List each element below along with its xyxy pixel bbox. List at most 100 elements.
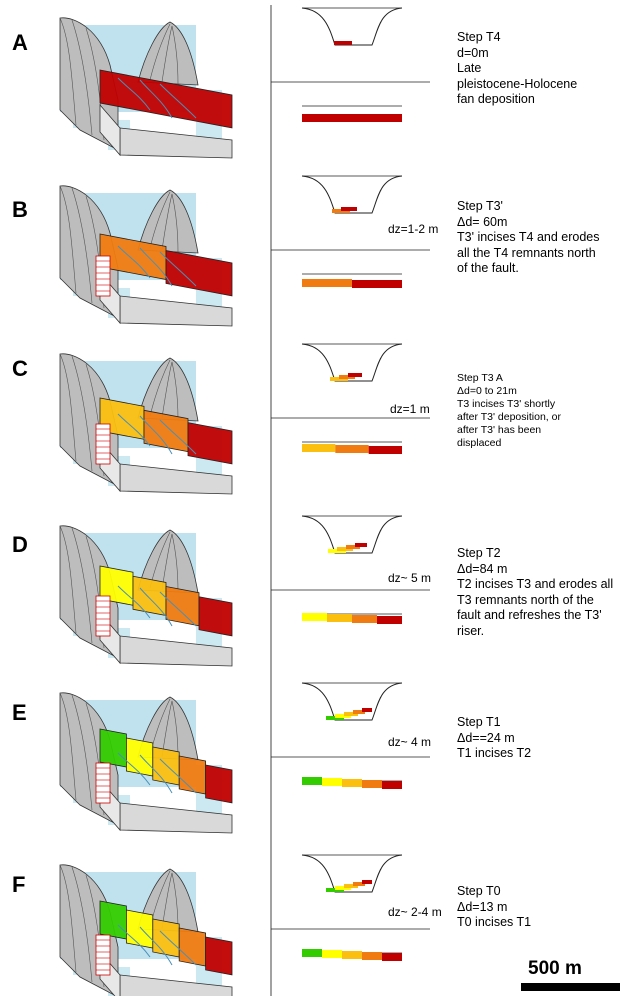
fan-terrace-segment [302,114,402,122]
fan-terrace-segment [368,446,402,454]
fan-terrace-segment [342,779,362,787]
step-description-b: Step T3' Δd= 60m T3' incises T4 and erod… [457,199,623,277]
dz-label-c: dz=1 m [390,402,430,416]
step-line: riser. [457,623,485,638]
terrace-surface [152,746,180,786]
fan-profile [302,777,402,789]
dz-label-b: dz=1-2 m [388,222,439,236]
fan-profile [302,441,402,454]
panel-d [59,515,430,667]
step-title: Step T4 [457,30,501,44]
fan-terrace-segment [352,615,377,623]
block-diagram [59,864,233,996]
step-offset: Δd=84 m [457,561,508,576]
step-title: Step T0 [457,884,501,898]
stream-channels [117,245,197,287]
step-offset: Δd= 60m [457,214,508,229]
fan-terrace-segment [352,280,402,288]
fan-terrace-segment [302,444,336,452]
mountain-ridges [149,191,179,253]
panel-letter-d: D [12,532,28,557]
step-line: after T3' has been [457,424,542,436]
fault-scarp [95,595,111,637]
step-description-c: Step T3 A Δd=0 to 21m T3 incises T3' sho… [457,372,623,450]
valley-terrace-fill [353,710,365,714]
step-line: after T3' deposition, or [457,411,561,423]
fan-profile [302,613,402,624]
scale-bar-label: 500 m [528,958,582,979]
fan-profile [302,949,402,961]
step-description-a: Step T4 d=0m Late pleistocene-Holocene f… [457,30,623,108]
step-line: pleistocene-Holocene [457,76,578,91]
fan-profile [302,105,402,122]
step-title: Step T2 [457,546,501,560]
stream-channels [117,413,197,455]
valley-profile [301,175,403,214]
step-title: Step T3' [457,199,503,213]
fan-terrace-segment [302,613,327,621]
valley-profile [301,7,403,46]
panel-letter-c: C [12,356,28,381]
fan-terrace-segment [382,781,402,789]
step-description-e: Step T1 Δd==24 m T1 incises T2 [457,715,623,762]
valley-terrace-fill [335,714,351,718]
dz-label-d: dz~ 5 m [388,571,432,585]
mountain-ridges [149,23,179,85]
valley-terrace-fill [344,884,358,888]
panel-f [59,854,430,996]
valley-profile [301,343,403,382]
valley-terrace-fill [346,545,360,549]
valley-terrace-fill [339,375,355,379]
panel-letter-a: A [12,30,28,55]
fault-scarp [95,934,111,976]
terrace-surface [178,755,206,795]
block-diagram [59,185,233,327]
step-line: displaced [457,437,502,449]
terrace-surface [99,728,127,768]
valley-terrace-fill [341,207,357,211]
terrace-surface [187,422,233,465]
valley-terrace-fill [353,882,365,886]
step-line: all the T4 remnants north [457,245,596,260]
fan-terrace-segment [362,952,382,960]
fan-terrace-segment [335,445,369,453]
terrace-surface [132,575,167,616]
stream-channels [117,77,197,119]
terrace-surface [165,249,233,297]
step-description-f: Step T0 Δd=13 m T0 incises T1 [457,884,623,931]
scale-bar [521,983,620,991]
valley-cross-section [271,682,430,758]
terrace-surface [178,927,206,967]
valley-terrace-fill [337,547,353,551]
valley-profile [301,682,403,721]
panel-e [59,682,430,834]
terrace-surface [205,764,233,804]
valley-terrace-fill [335,886,351,890]
block-diagram [59,17,233,159]
fan-terrace-segment [327,614,352,622]
fan-profile [302,273,402,288]
fan-terrace-segment [377,616,402,624]
fan-terrace-segment [382,953,402,961]
dz-label-e: dz~ 4 m [388,735,432,749]
step-title: Step T3 A [457,372,503,384]
step-description-d: Step T2 Δd=84 m T2 incises T3 and erodes… [457,546,623,639]
terrace-surface [126,737,154,777]
block-diagram [59,353,233,495]
step-line: Late [457,61,482,75]
fan-terrace-segment [302,279,352,287]
step-line: of the fault. [457,261,519,275]
valley-cross-section [271,854,430,930]
block-side-face [99,103,121,157]
panel-a [59,7,430,159]
step-line: T3' incises T4 and erodes [457,230,600,244]
panel-c [59,343,430,495]
valley-cross-section [271,343,430,419]
step-line: T0 incises T1 [457,915,532,929]
mountain-ridges [149,359,179,421]
stream-channels [117,752,197,794]
block-diagram [59,692,233,834]
stream-channels [117,585,197,627]
